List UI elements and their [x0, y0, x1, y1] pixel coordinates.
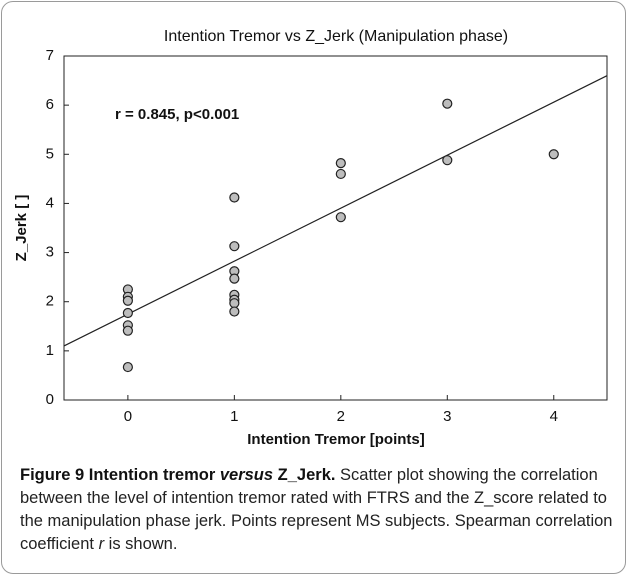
data-point — [335, 168, 346, 180]
data-point — [122, 325, 133, 336]
data-point — [548, 149, 559, 160]
x-tick-label: 1 — [230, 408, 238, 425]
y-tick-label: 2 — [46, 293, 54, 310]
chart: Intention Tremor vs Z_Jerk (Manipulation… — [13, 28, 608, 448]
x-tick-label: 2 — [337, 408, 345, 425]
data-point — [229, 273, 240, 284]
x-tick-label: 0 — [124, 408, 132, 425]
data-point — [229, 241, 240, 252]
regression-line — [63, 75, 608, 347]
data-point — [229, 192, 240, 203]
y-tick-label: 7 — [46, 47, 54, 64]
caption-label-end: Z_Jerk. — [273, 466, 336, 484]
caption-label-italic: versus — [219, 466, 274, 484]
x-axis-label: Intention Tremor [points] — [247, 431, 425, 448]
y-tick-label: 3 — [46, 244, 54, 261]
data-point — [335, 212, 346, 223]
data-point — [122, 361, 133, 373]
y-tick-label: 5 — [46, 145, 54, 162]
caption-text: Scatter plot showing the correlation bet… — [20, 466, 613, 553]
data-point — [442, 98, 453, 109]
caption: Figure 9 Intention tremor versus Z_Jerk.… — [20, 464, 620, 556]
y-axis-label: Z_Jerk [ ] — [13, 195, 30, 262]
chart-title: Intention Tremor vs Z_Jerk (Manipulation… — [164, 28, 508, 45]
y-tick-label: 1 — [46, 342, 54, 359]
caption-text-italic: r — [98, 535, 105, 553]
annotation: r = 0.845, p<0.001 — [115, 106, 239, 123]
caption-label: Figure 9 Intention tremor — [20, 466, 220, 484]
y-tick-label: 6 — [46, 96, 54, 113]
data-point — [122, 295, 133, 306]
data-point — [122, 307, 133, 319]
caption-text-end: is shown. — [104, 535, 178, 553]
data-point — [335, 158, 346, 169]
x-tick-label: 3 — [443, 408, 451, 425]
data-point — [229, 298, 240, 309]
data-point — [229, 306, 240, 317]
plot-frame — [63, 55, 608, 401]
y-tick-label: 4 — [46, 194, 54, 211]
y-tick-label: 0 — [46, 391, 54, 408]
data-point — [442, 155, 453, 166]
x-tick-label: 4 — [550, 408, 558, 425]
